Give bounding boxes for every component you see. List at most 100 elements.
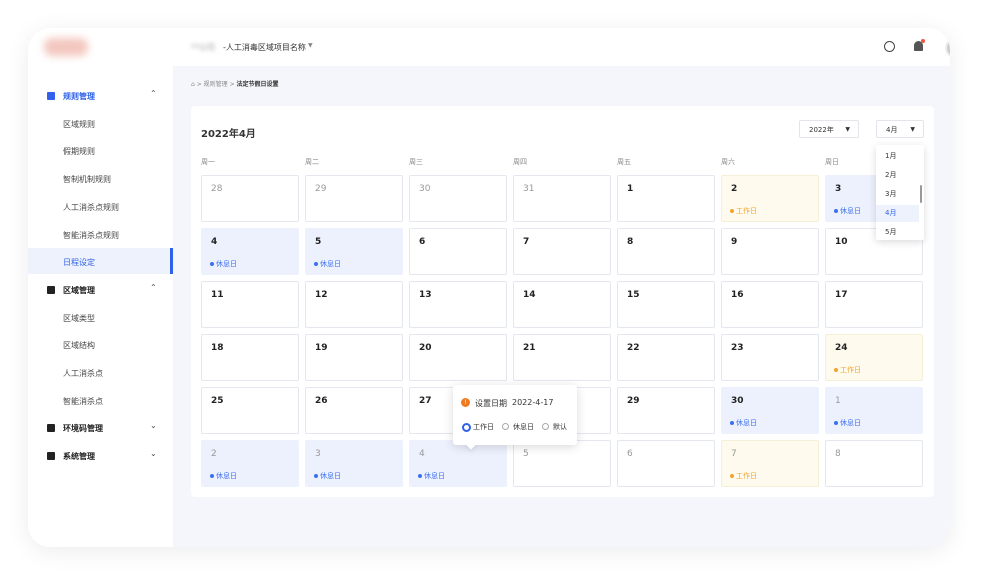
status-dot <box>418 474 422 478</box>
month-option[interactable]: 1月 <box>885 152 897 160</box>
menu-item[interactable]: 智制机制规则 <box>63 175 111 185</box>
day-cell[interactable]: 17 <box>825 281 923 328</box>
day-cell[interactable]: 1 <box>617 175 715 222</box>
chevron[interactable]: ⌄ <box>150 421 157 431</box>
day-cell[interactable]: 23 <box>721 334 819 381</box>
day-number: 29 <box>627 396 640 406</box>
day-number: 14 <box>523 290 536 300</box>
menu-icon <box>47 285 55 294</box>
menu-item[interactable]: 假期规则 <box>63 147 95 157</box>
badge <box>921 39 925 43</box>
day-cell[interactable]: 30 <box>409 175 507 222</box>
month-option[interactable]: 5月 <box>885 228 897 236</box>
radio[interactable] <box>542 423 549 430</box>
status-tag: 休息日 <box>216 472 237 480</box>
select-arrow: ▼ <box>845 126 850 133</box>
menu-item[interactable]: 日程设定 <box>63 258 95 268</box>
active-bar <box>170 248 173 275</box>
logo <box>44 38 88 56</box>
day-cell[interactable]: 14 <box>513 281 611 328</box>
menu-icon <box>47 92 55 100</box>
menu-item[interactable]: 人工消杀点规则 <box>63 202 119 212</box>
day-cell[interactable]: 11 <box>201 281 299 328</box>
menu-item[interactable]: 智能消杀点规则 <box>63 230 119 240</box>
month-select[interactable]: 4月 ▼ <box>876 120 924 138</box>
day-cell[interactable]: 26 <box>305 387 403 434</box>
menu-group[interactable]: 系统管理 <box>63 452 95 462</box>
day-cell[interactable]: 19 <box>305 334 403 381</box>
menu-item[interactable]: 智能消杀点 <box>63 396 103 406</box>
day-number: 31 <box>523 184 535 194</box>
menu-group[interactable]: 区域管理 <box>63 285 95 295</box>
day-cell[interactable]: 3 休息日 <box>305 440 403 487</box>
day-number: 25 <box>211 396 224 406</box>
globe-icon[interactable] <box>884 41 895 52</box>
day-cell[interactable]: 22 <box>617 334 715 381</box>
day-cell[interactable]: 30 休息日 <box>721 387 819 434</box>
radio[interactable] <box>462 423 471 432</box>
day-number: 12 <box>315 290 328 300</box>
day-cell[interactable]: 12 <box>305 281 403 328</box>
menu-item[interactable]: 区域类型 <box>63 313 95 323</box>
day-cell[interactable]: 21 <box>513 334 611 381</box>
day-cell[interactable]: 7 工作日 <box>721 440 819 487</box>
day-cell[interactable]: 8 <box>617 228 715 275</box>
day-cell[interactable]: 20 <box>409 334 507 381</box>
day-number: 5 <box>523 449 529 459</box>
day-cell[interactable]: 31 <box>513 175 611 222</box>
day-cell[interactable]: 16 <box>721 281 819 328</box>
day-cell[interactable]: 29 <box>305 175 403 222</box>
day-cell[interactable]: 10 <box>825 228 923 275</box>
month-option[interactable]: 4月 <box>876 205 919 222</box>
menu-item[interactable]: 区域规则 <box>63 119 95 129</box>
day-cell[interactable]: 29 <box>617 387 715 434</box>
month-option[interactable]: 3月 <box>885 190 897 198</box>
radio[interactable] <box>502 423 509 430</box>
menu-item[interactable]: 人工消杀点 <box>63 369 103 378</box>
chevron[interactable]: ⌃ <box>150 89 157 98</box>
day-cell[interactable]: 6 <box>409 228 507 275</box>
day-cell[interactable]: 7 <box>513 228 611 275</box>
day-cell[interactable]: 24 工作日 <box>825 334 923 381</box>
day-cell[interactable]: 4 休息日 <box>409 440 507 487</box>
day-cell[interactable]: 18 <box>201 334 299 381</box>
day-number: 4 <box>419 449 425 459</box>
day-cell[interactable]: 25 <box>201 387 299 434</box>
menu-group[interactable]: 环境码管理 <box>63 424 103 434</box>
day-cell[interactable]: 9 <box>721 228 819 275</box>
month-option[interactable]: 2月 <box>885 171 897 179</box>
chevron[interactable]: ⌃ <box>150 282 157 292</box>
radio-label[interactable]: 工作日 <box>473 423 494 431</box>
dropdown-arrow[interactable]: ▼ <box>308 42 313 49</box>
day-cell[interactable]: 6 <box>617 440 715 487</box>
day-number: 29 <box>315 184 327 194</box>
weekday: 周一 <box>201 158 215 166</box>
menu-group[interactable]: 规则管理 <box>63 92 95 101</box>
status-dot <box>834 421 838 425</box>
day-cell[interactable]: 13 <box>409 281 507 328</box>
day-cell[interactable]: 28 <box>201 175 299 222</box>
day-cell[interactable]: 2 工作日 <box>721 175 819 222</box>
avatar[interactable] <box>945 38 950 58</box>
chevron[interactable]: ⌄ <box>150 449 157 459</box>
project-name[interactable]: -人工消毒区域项目名称 <box>223 43 306 52</box>
day-cell[interactable]: 1 休息日 <box>825 387 923 434</box>
day-cell[interactable]: 2 休息日 <box>201 440 299 487</box>
day-cell[interactable]: 5 休息日 <box>305 228 403 275</box>
menu-item[interactable]: 区域结构 <box>63 341 95 351</box>
day-cell[interactable]: 15 <box>617 281 715 328</box>
radio-label[interactable]: 休息日 <box>513 423 534 431</box>
day-cell[interactable]: 4 休息日 <box>201 228 299 275</box>
weekday: 周四 <box>513 158 527 166</box>
calendar-title: 2022年4月 <box>201 129 256 140</box>
breadcrumb-item[interactable]: 规则管理 <box>203 81 228 88</box>
day-number: 2 <box>731 184 738 194</box>
scrollbar <box>920 185 922 203</box>
day-number: 18 <box>211 343 224 353</box>
day-cell[interactable]: 5 <box>513 440 611 487</box>
bell-icon[interactable] <box>914 41 923 51</box>
year-select[interactable]: 2022年 ▼ <box>799 120 859 138</box>
day-cell[interactable]: 8 <box>825 440 923 487</box>
radio-label[interactable]: 默认 <box>553 423 567 431</box>
